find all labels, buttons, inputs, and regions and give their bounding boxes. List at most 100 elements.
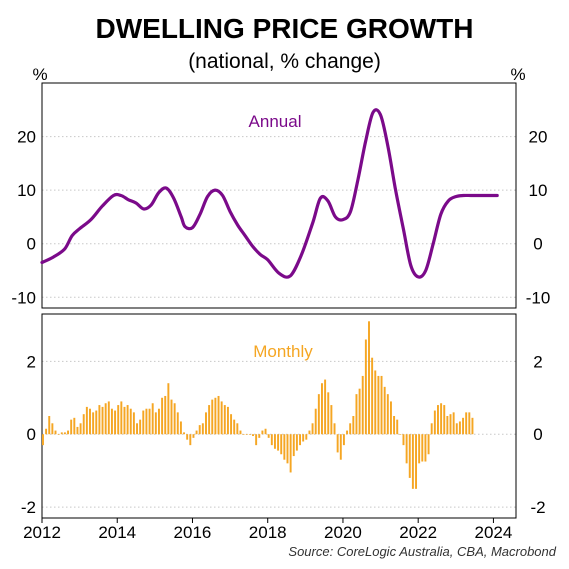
monthly-series-label: Monthly	[253, 342, 313, 361]
monthly-bar	[205, 412, 207, 435]
monthly-bar	[393, 416, 396, 435]
monthly-bar	[223, 405, 226, 435]
monthly-bar	[452, 412, 455, 435]
monthly-bar	[142, 410, 145, 435]
x-tick-label: 2018	[249, 523, 287, 542]
monthly-bar	[208, 405, 211, 435]
monthly-bar	[383, 386, 386, 435]
monthly-bar	[396, 419, 399, 435]
monthly-bar	[295, 434, 298, 451]
monthly-bar	[45, 428, 48, 435]
monthly-bar	[164, 395, 167, 435]
monthly-bar	[333, 423, 336, 435]
monthly-bar	[107, 401, 110, 435]
y-tick-label-right: 20	[529, 128, 548, 147]
monthly-bar	[255, 434, 258, 446]
monthly-bar	[201, 423, 204, 435]
monthly-bar	[415, 434, 417, 489]
monthly-bar	[314, 408, 317, 435]
monthly-bar	[455, 423, 458, 435]
monthly-bar	[101, 406, 104, 435]
monthly-bar	[292, 434, 295, 457]
monthly-bar	[336, 434, 339, 453]
monthly-bar	[339, 434, 342, 460]
monthly-bar	[60, 432, 63, 435]
monthly-bar	[258, 434, 261, 438]
monthly-bar	[145, 408, 148, 435]
monthly-bar	[352, 416, 355, 435]
chart-title: DWELLING PRICE GROWTH	[96, 13, 474, 44]
x-tick-label: 2014	[98, 523, 136, 542]
monthly-bar	[317, 394, 320, 435]
monthly-bar	[402, 434, 405, 446]
monthly-bar	[110, 408, 113, 435]
monthly-bar	[186, 434, 189, 440]
monthly-bar	[236, 423, 239, 435]
monthly-bar	[311, 423, 314, 435]
monthly-bar	[270, 434, 273, 446]
monthly-bar	[220, 401, 223, 435]
monthly-bar	[126, 405, 129, 435]
monthly-bar	[226, 406, 229, 435]
monthly-bar	[76, 426, 79, 435]
monthly-bar	[132, 412, 135, 435]
monthly-bar	[277, 434, 280, 451]
monthly-panel: -2 -2 0 0 2 2 Monthly 2012 2014 2016 2018 2020 2022 2…	[21, 313, 546, 542]
monthly-bar	[157, 408, 160, 435]
x-tick-label: 2012	[23, 523, 61, 542]
monthly-bar	[424, 434, 427, 462]
monthly-bar	[70, 419, 73, 435]
monthly-bar	[51, 423, 54, 435]
monthly-bar	[411, 434, 414, 489]
monthly-bar	[73, 417, 76, 435]
monthly-bar	[79, 423, 82, 435]
monthly-bar	[299, 434, 301, 446]
monthly-bar	[305, 434, 308, 440]
y-tick-label-left: 0	[27, 425, 36, 444]
y-tick-label-right: 10	[529, 181, 548, 200]
monthly-bar	[446, 416, 449, 435]
unit-left: %	[32, 65, 47, 84]
monthly-bar	[468, 412, 471, 435]
monthly-bar	[342, 434, 345, 446]
monthly-bar	[248, 434, 251, 435]
monthly-bar	[377, 375, 380, 435]
monthly-bar	[267, 434, 270, 438]
monthly-bar	[433, 410, 436, 435]
monthly-bar	[462, 417, 465, 435]
y-tick-label-left: 10	[17, 181, 36, 200]
y-tick-label-right: -10	[526, 288, 551, 307]
monthly-bar	[349, 423, 352, 435]
monthly-bar	[389, 401, 392, 435]
monthly-bar	[364, 339, 367, 435]
monthly-bar	[114, 410, 117, 435]
y-tick-label-left: 2	[27, 352, 36, 371]
annual-panel: -10 -10 0 0 10 10 20 20% % Annual	[11, 65, 551, 309]
monthly-bar	[242, 434, 245, 435]
monthly-bar	[380, 375, 383, 435]
unit-right: %	[510, 65, 525, 84]
monthly-bar	[465, 412, 468, 435]
monthly-bar	[371, 357, 374, 435]
panel-frame	[41, 82, 517, 309]
chart-subtitle: (national, % change)	[188, 50, 381, 73]
monthly-bar	[440, 403, 443, 435]
monthly-bar	[283, 434, 286, 460]
x-tick-label: 2022	[399, 523, 437, 542]
panel-frame	[41, 313, 517, 519]
monthly-bar	[42, 434, 44, 446]
monthly-bar	[330, 405, 333, 435]
monthly-bar	[471, 417, 474, 435]
y-tick-label-left: -2	[21, 498, 36, 517]
monthly-bar	[67, 430, 70, 435]
y-tick-label-right: 0	[533, 235, 542, 254]
monthly-bar	[123, 406, 126, 435]
monthly-bar	[214, 397, 217, 435]
y-tick-label-left: 0	[27, 235, 36, 254]
monthly-bar	[57, 434, 60, 435]
monthly-bar	[98, 405, 101, 435]
monthly-bar	[239, 430, 242, 435]
monthly-bar	[154, 412, 157, 435]
monthly-bar	[374, 370, 377, 435]
